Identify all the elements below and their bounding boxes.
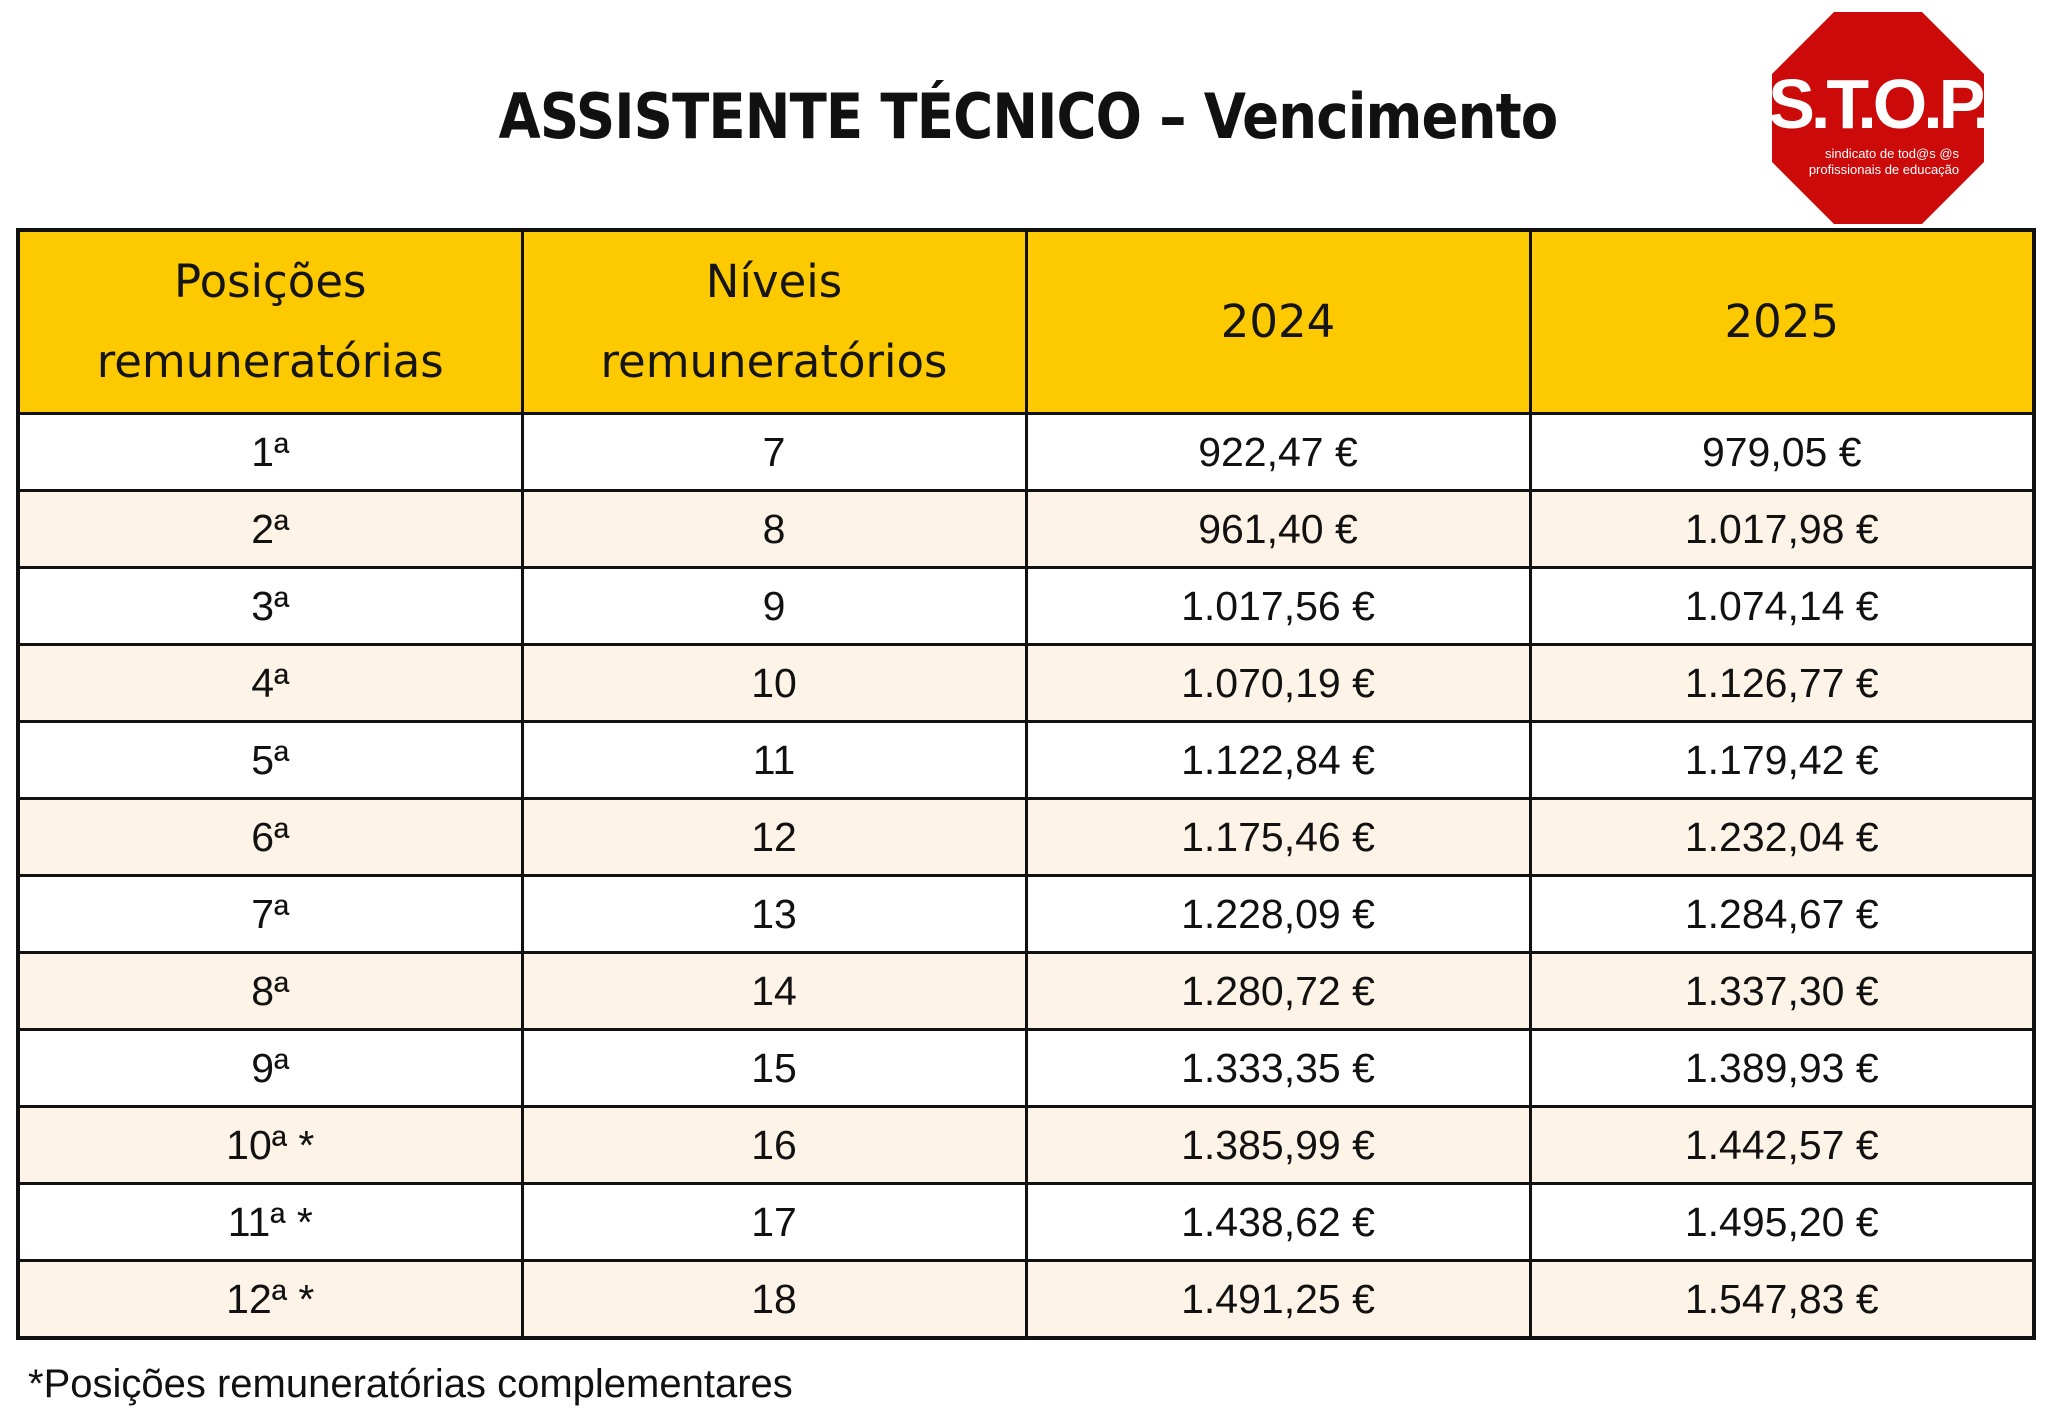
footnote: *Posições remuneratórias complementares bbox=[28, 1362, 793, 1406]
cell-posicao: 7ª bbox=[16, 874, 524, 954]
header-niveis: Níveis remuneratórios bbox=[520, 228, 1028, 415]
cell-2025: 1.547,83 € bbox=[1528, 1259, 2036, 1340]
cell-nivel: 17 bbox=[520, 1182, 1028, 1262]
header-posicoes-line2: remuneratórias bbox=[96, 335, 444, 388]
cell-nivel: 8 bbox=[520, 489, 1028, 569]
cell-2025: 979,05 € bbox=[1528, 412, 2036, 492]
cell-2025: 1.284,67 € bbox=[1528, 874, 2036, 954]
cell-2024: 1.070,19 € bbox=[1024, 643, 1532, 723]
cell-nivel: 15 bbox=[520, 1028, 1028, 1108]
cell-2024: 1.017,56 € bbox=[1024, 566, 1532, 646]
logo-tagline-line2: profissionais de educação bbox=[1809, 162, 1959, 177]
cell-posicao: 1ª bbox=[16, 412, 524, 492]
page-title: ASSISTENTE TÉCNICO – Vencimento bbox=[498, 80, 1559, 153]
cell-posicao: 8ª bbox=[16, 951, 524, 1031]
cell-2025: 1.495,20 € bbox=[1528, 1182, 2036, 1262]
cell-2024: 1.175,46 € bbox=[1024, 797, 1532, 877]
cell-2024: 961,40 € bbox=[1024, 489, 1532, 569]
table-header-row: Posições remuneratórias Níveis remuneratór… bbox=[16, 228, 2036, 415]
header-2024: 2024 bbox=[1024, 228, 1532, 415]
cell-posicao: 11ª * bbox=[16, 1182, 524, 1262]
cell-posicao: 2ª bbox=[16, 489, 524, 569]
cell-nivel: 16 bbox=[520, 1105, 1028, 1185]
table-row: 10ª * 16 1.385,99 €1.442,57 € bbox=[16, 1105, 2036, 1185]
cell-2025: 1.232,04 € bbox=[1528, 797, 2036, 877]
table-row: 5ª 11 1.122,84 €1.179,42 € bbox=[16, 720, 2036, 800]
cell-posicao: 3ª bbox=[16, 566, 524, 646]
cell-nivel: 7 bbox=[520, 412, 1028, 492]
header-niveis-line1: Níveis bbox=[705, 255, 843, 308]
table-row: 1ª 7 922,47 €979,05 € bbox=[16, 412, 2036, 492]
cell-2025: 1.126,77 € bbox=[1528, 643, 2036, 723]
cell-2024: 922,47 € bbox=[1024, 412, 1532, 492]
table-row: 8ª 14 1.280,72 €1.337,30 € bbox=[16, 951, 2036, 1031]
cell-nivel: 18 bbox=[520, 1259, 1028, 1340]
logo-tagline-line1: sindicato de tod@s @s bbox=[1825, 146, 1960, 161]
salary-table: Posições remuneratórias Níveis remuneratór… bbox=[16, 228, 2036, 1340]
header-niveis-line2: remuneratórios bbox=[600, 335, 948, 388]
table-row: 6ª 12 1.175,46 €1.232,04 € bbox=[16, 797, 2036, 877]
cell-2025: 1.017,98 € bbox=[1528, 489, 2036, 569]
cell-2024: 1.438,62 € bbox=[1024, 1182, 1532, 1262]
cell-posicao: 5ª bbox=[16, 720, 524, 800]
table-row: 12ª * 18 1.491,25 €1.547,83 € bbox=[16, 1259, 2036, 1340]
cell-nivel: 10 bbox=[520, 643, 1028, 723]
header-2025: 2025 bbox=[1528, 228, 2036, 415]
table-body: 1ª 7 922,47 €979,05 €2ª 8 961,40 €1.017,98 €… bbox=[16, 412, 2036, 1340]
cell-nivel: 11 bbox=[520, 720, 1028, 800]
cell-nivel: 14 bbox=[520, 951, 1028, 1031]
cell-2025: 1.179,42 € bbox=[1528, 720, 2036, 800]
table-row: 3ª 9 1.017,56 €1.074,14 € bbox=[16, 566, 2036, 646]
logo-name: S.T.O.P. bbox=[1770, 65, 1986, 143]
cell-2024: 1.122,84 € bbox=[1024, 720, 1532, 800]
table-row: 4ª 10 1.070,19 €1.126,77 € bbox=[16, 643, 2036, 723]
cell-2024: 1.491,25 € bbox=[1024, 1259, 1532, 1340]
header-posicoes: Posições remuneratórias bbox=[16, 228, 524, 415]
cell-posicao: 4ª bbox=[16, 643, 524, 723]
cell-nivel: 13 bbox=[520, 874, 1028, 954]
cell-2025: 1.442,57 € bbox=[1528, 1105, 2036, 1185]
stop-logo: S.T.O.P. sindicato de tod@s @s profissio… bbox=[1770, 12, 1986, 224]
cell-2024: 1.333,35 € bbox=[1024, 1028, 1532, 1108]
cell-posicao: 9ª bbox=[16, 1028, 524, 1108]
cell-2025: 1.337,30 € bbox=[1528, 951, 2036, 1031]
header-posicoes-line1: Posições bbox=[174, 255, 367, 308]
cell-2025: 1.389,93 € bbox=[1528, 1028, 2036, 1108]
cell-posicao: 10ª * bbox=[16, 1105, 524, 1185]
cell-posicao: 6ª bbox=[16, 797, 524, 877]
cell-2024: 1.228,09 € bbox=[1024, 874, 1532, 954]
table-row: 11ª * 17 1.438,62 €1.495,20 € bbox=[16, 1182, 2036, 1262]
cell-posicao: 12ª * bbox=[16, 1259, 524, 1340]
cell-2024: 1.385,99 € bbox=[1024, 1105, 1532, 1185]
table-row: 7ª 13 1.228,09 €1.284,67 € bbox=[16, 874, 2036, 954]
stop-octagon-icon bbox=[1772, 12, 1984, 224]
table-row: 9ª 15 1.333,35 €1.389,93 € bbox=[16, 1028, 2036, 1108]
table-row: 2ª 8 961,40 €1.017,98 € bbox=[16, 489, 2036, 569]
cell-nivel: 12 bbox=[520, 797, 1028, 877]
cell-2024: 1.280,72 € bbox=[1024, 951, 1532, 1031]
cell-2025: 1.074,14 € bbox=[1528, 566, 2036, 646]
cell-nivel: 9 bbox=[520, 566, 1028, 646]
